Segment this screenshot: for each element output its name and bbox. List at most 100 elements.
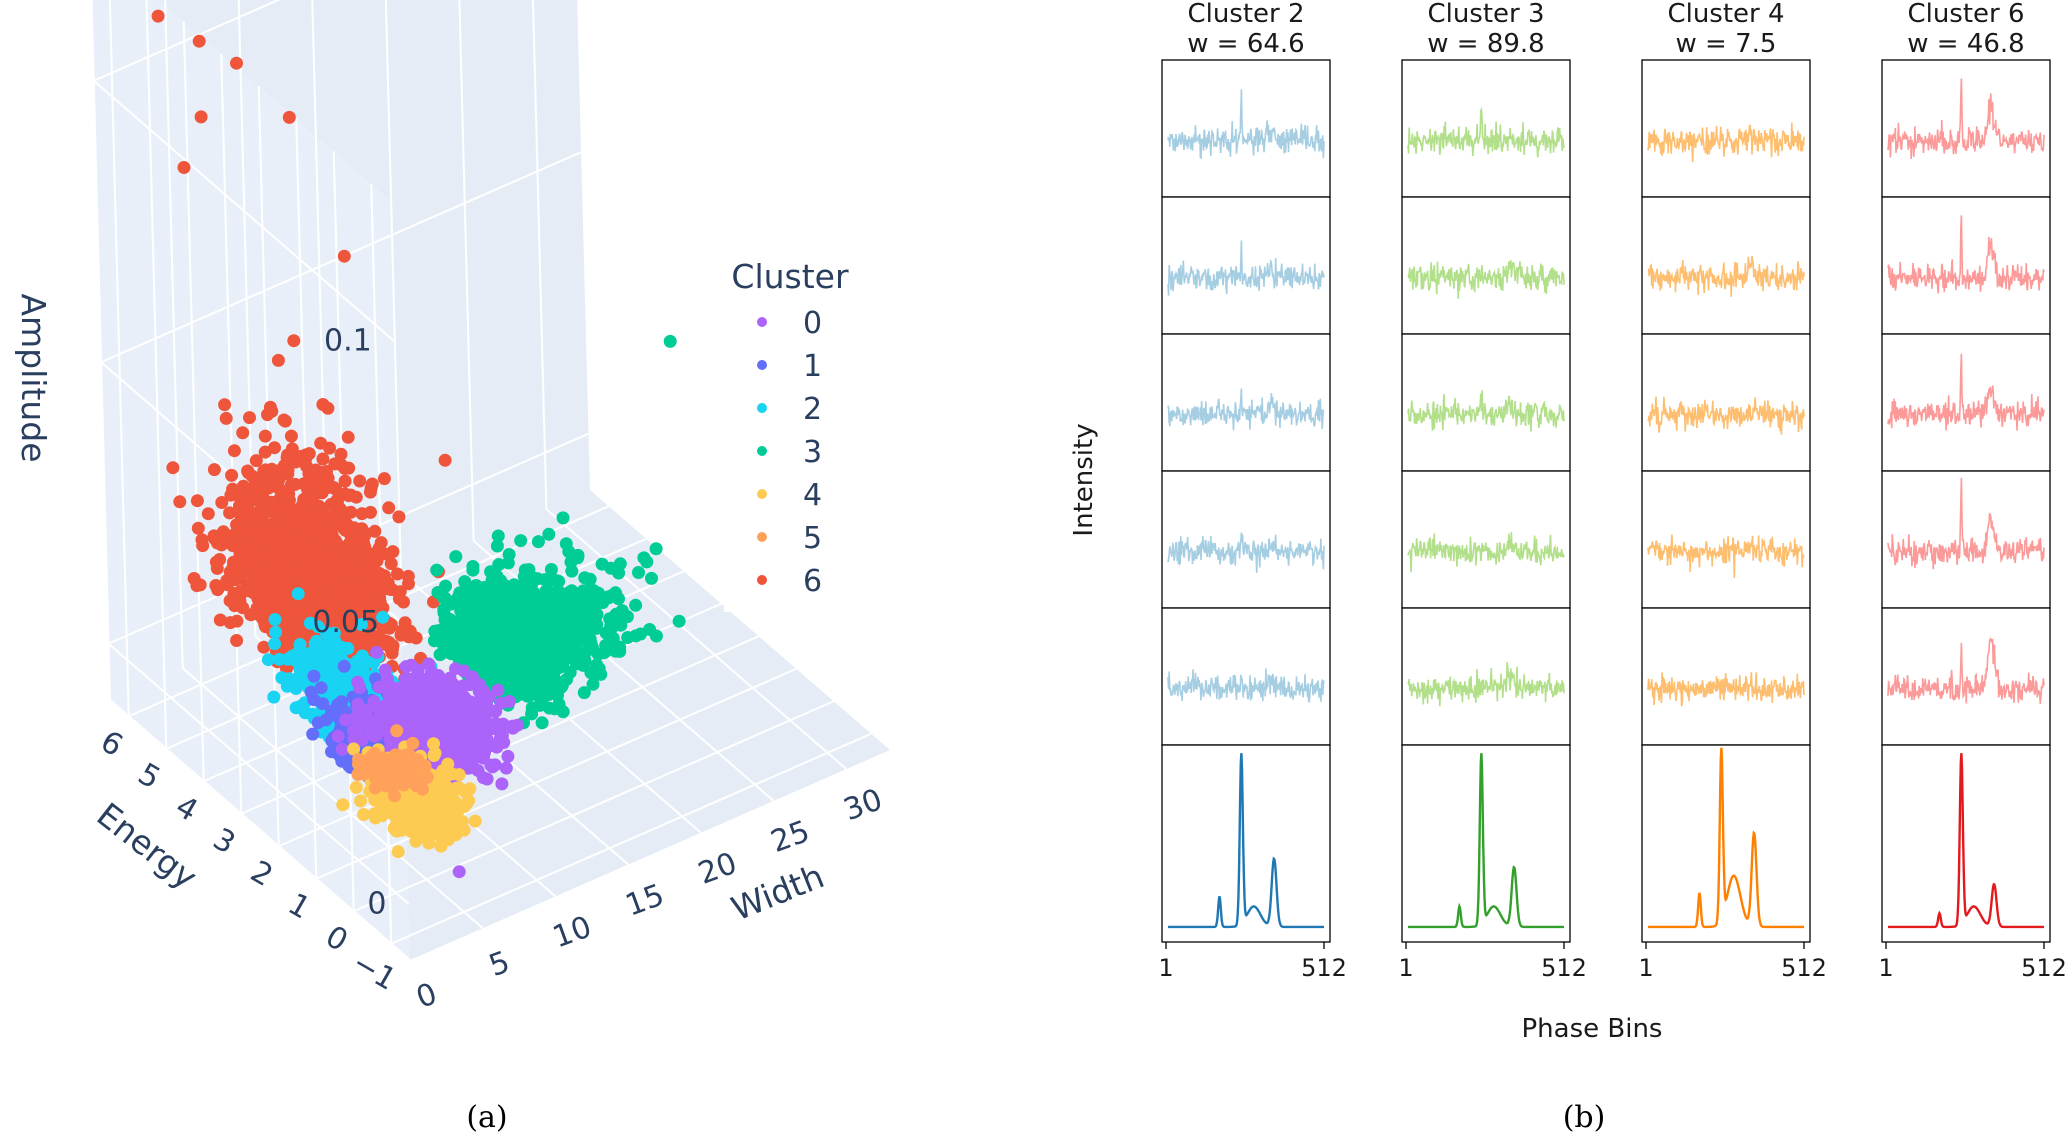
scatter-point (314, 436, 328, 450)
scatter-point (319, 639, 333, 653)
scatter-point (306, 727, 320, 741)
scatter-point (281, 652, 295, 666)
scatter-point (282, 612, 296, 626)
scatter-point (352, 702, 366, 716)
scatter-point (264, 495, 278, 509)
scatter-point (207, 529, 221, 543)
scatter-point (342, 461, 356, 475)
x-tick-label: 1 (1158, 954, 1173, 982)
scatter-point (267, 690, 281, 704)
y-tick-label: 5 (132, 757, 166, 797)
x-tick-label: 512 (2021, 954, 2067, 982)
profile-subplot (1401, 607, 1571, 746)
scatter-point (376, 610, 390, 624)
scatter-point (330, 502, 344, 516)
scatter-point (439, 690, 453, 704)
scatter-point (309, 658, 323, 672)
x-axis-label: Phase Bins (1522, 1014, 1663, 1044)
scatter-point (285, 442, 299, 456)
scatter-point (629, 598, 643, 612)
scatter-point (390, 807, 404, 821)
scatter-point (364, 505, 377, 519)
scatter-point (514, 534, 528, 548)
scatter-points (151, 9, 686, 879)
scatter-point (390, 724, 404, 738)
column-title: Cluster 6 (1907, 0, 2024, 29)
scatter-point (590, 658, 604, 672)
scatter-point (282, 110, 296, 124)
grid-line (108, 0, 130, 717)
scatter-point (218, 398, 232, 412)
scatter-point (291, 587, 305, 601)
grid-line (90, 0, 111, 701)
scatter-point (372, 680, 386, 694)
scatter-point (338, 487, 352, 501)
scatter-point (390, 567, 404, 581)
profile-subplot (1161, 470, 1331, 609)
scatter-point (406, 736, 420, 750)
scatter-point (468, 814, 482, 828)
single-pulse-line (1407, 260, 1565, 299)
scatter-point (271, 353, 285, 367)
legend-marker (757, 403, 767, 413)
scatter-point (392, 510, 406, 524)
profile-subplot (1641, 196, 1811, 335)
scatter-point (263, 558, 277, 571)
scatter-point (548, 573, 562, 587)
scatter-point (606, 588, 620, 602)
scatter-point (527, 653, 541, 667)
scatter-point (230, 634, 244, 647)
scatter-point (544, 563, 558, 576)
column-subtitle: w = 46.8 (1907, 29, 2024, 59)
scatter-point (317, 517, 331, 531)
scatter-point (257, 520, 270, 533)
scatter-point (353, 681, 367, 694)
scatter-point (621, 631, 635, 644)
scatter-point (263, 400, 277, 414)
scatter-point (490, 740, 504, 754)
legend-label: 4 (803, 478, 822, 513)
scatter-point (408, 804, 422, 818)
legend-box (724, 244, 856, 612)
scatter-point (242, 537, 256, 551)
single-pulse-line (1407, 390, 1565, 432)
scatter-point (241, 484, 254, 498)
scatter-point (389, 751, 403, 765)
scatter-point (296, 498, 309, 512)
scatter-point (277, 413, 291, 427)
scatter-point (347, 521, 361, 535)
legend-label: 0 (803, 306, 822, 341)
scatter-point (277, 528, 291, 542)
width-axis-label: Width (726, 856, 830, 928)
scatter-point (571, 548, 585, 562)
scatter-point (331, 729, 345, 743)
scatter-point (354, 618, 368, 631)
caption-a: (a) (466, 1100, 507, 1135)
scatter-point (535, 716, 549, 730)
single-pulse-line (1647, 396, 1805, 435)
scatter-point (476, 603, 490, 617)
scatter-point (201, 507, 215, 521)
scatter-point (291, 522, 305, 536)
scatter-point (330, 536, 344, 550)
scatter-point (645, 571, 658, 585)
grid-line (109, 699, 411, 961)
scatter-point (551, 588, 564, 602)
scatter-point (325, 745, 338, 759)
scatter-point (525, 663, 539, 677)
scatter-point (258, 617, 272, 631)
scatter-point (604, 620, 618, 634)
legend-label: 3 (803, 435, 822, 470)
scatter-point (591, 647, 605, 661)
x-tick-label: 20 (694, 846, 742, 892)
scatter-point (456, 679, 470, 693)
scatter-point (289, 455, 303, 469)
scatter-point (420, 770, 434, 784)
scatter-point (449, 662, 462, 676)
scatter-point (392, 592, 406, 606)
single-pulse-line (1167, 388, 1325, 431)
scatter-point (452, 781, 466, 795)
scatter-point (194, 110, 208, 124)
scatter-point (177, 161, 191, 174)
